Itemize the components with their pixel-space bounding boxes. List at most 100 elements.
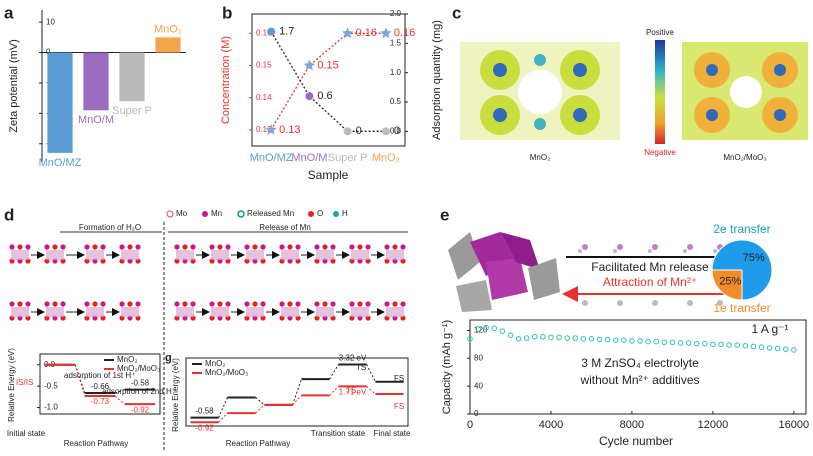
- point: [381, 127, 390, 136]
- point: [693, 340, 700, 347]
- image-label: MnO₂: [530, 153, 550, 162]
- connector: [292, 378, 302, 406]
- data-label: 0: [356, 125, 362, 137]
- atom: [84, 244, 90, 250]
- color-bar: [655, 40, 665, 144]
- x-tick-label: 12000: [698, 419, 729, 431]
- octahedron: [386, 307, 404, 317]
- data-label: 0: [394, 125, 400, 137]
- plot-frame: [39, 353, 161, 415]
- data-label: 0.16: [394, 27, 415, 39]
- x-axis-title: Reaction Pathway: [226, 439, 290, 448]
- point: [774, 345, 781, 352]
- atom: [52, 244, 58, 250]
- octahedron: [46, 250, 64, 260]
- octahedron: [121, 250, 139, 260]
- point: [303, 59, 316, 71]
- octahedron: [176, 307, 194, 317]
- y-axis-title: Zeta potential (mV): [8, 39, 20, 133]
- category-label: 2e transfer: [713, 222, 770, 236]
- stage-label: Formation of H₂O: [79, 223, 141, 232]
- annotation: FS: [394, 402, 404, 411]
- point: [629, 338, 635, 344]
- category-label: Super P: [112, 105, 152, 117]
- octahedron: [386, 250, 404, 260]
- legend-label: MnO₂: [205, 359, 225, 368]
- octahedron: [121, 307, 139, 317]
- atom: [225, 244, 231, 250]
- octahedron: [351, 307, 369, 317]
- y-tick-label: 120: [474, 326, 488, 335]
- atom: [400, 244, 406, 250]
- panel-letter: d: [4, 205, 14, 224]
- data-label: -0.66: [91, 382, 110, 391]
- data-label: 0.15: [317, 59, 338, 71]
- octahedron: [316, 307, 334, 317]
- octahedron: [211, 307, 229, 317]
- pie-slice: [711, 269, 743, 301]
- molecule: [617, 300, 623, 306]
- molecule: [687, 300, 693, 306]
- point: [621, 337, 627, 343]
- connector: [114, 395, 126, 405]
- atom: [287, 244, 293, 250]
- molecule: [717, 300, 723, 306]
- octahedron: [351, 250, 369, 260]
- point: [677, 340, 684, 346]
- octahedron: [46, 307, 64, 317]
- octahedron: [211, 250, 229, 260]
- y-tick-label: 1.0: [390, 68, 402, 77]
- atom: [384, 244, 390, 250]
- y-tick-label: -1.0: [44, 403, 58, 412]
- atom: [174, 301, 180, 307]
- atom: [9, 244, 15, 250]
- y-tick-label: 40: [474, 381, 483, 390]
- atom: [392, 244, 398, 250]
- atom: [100, 301, 106, 307]
- series-line: [270, 31, 386, 132]
- molecule: [617, 244, 623, 250]
- note: 3 M ZnSO₄ electrolyte: [581, 356, 699, 370]
- atom: [322, 301, 328, 307]
- y-tick-label: 0: [474, 409, 479, 418]
- panel-letter: g: [165, 352, 172, 364]
- point: [491, 325, 498, 332]
- atom: [190, 244, 196, 250]
- point: [515, 336, 522, 342]
- connector: [74, 364, 86, 397]
- point: [726, 342, 732, 348]
- stage-label: Release of Mn: [259, 223, 311, 232]
- atom: [217, 301, 223, 307]
- point: [782, 346, 789, 353]
- atom: [392, 301, 398, 307]
- x-axis-title: Reaction Pathway: [64, 439, 128, 448]
- point: [701, 340, 708, 347]
- octahedron: [11, 250, 29, 260]
- octahedron: [316, 250, 334, 260]
- legend-label: Released Mn: [247, 209, 294, 218]
- legend-label: MnO₂/MoO₃: [205, 368, 248, 377]
- plot-frame: [469, 319, 807, 415]
- point: [645, 338, 651, 345]
- atom: [127, 244, 133, 250]
- data-label: -0.92: [131, 405, 150, 414]
- point: [661, 339, 668, 346]
- point: [305, 92, 314, 101]
- point: [766, 345, 773, 351]
- color-bar-label: Negative: [644, 148, 676, 157]
- atom: [44, 244, 50, 250]
- point: [531, 333, 538, 340]
- point: [540, 333, 546, 340]
- atom: [135, 301, 141, 307]
- panel-letter: c: [452, 3, 461, 22]
- point: [564, 335, 570, 341]
- molecule: [683, 249, 687, 253]
- point: [483, 324, 489, 331]
- connector: [218, 397, 228, 418]
- y-tick-label: 2.0: [390, 9, 402, 18]
- point: [791, 347, 797, 353]
- y-axis-title: Relative Energy (eV): [7, 348, 16, 422]
- point: [467, 336, 473, 342]
- atom: [60, 301, 66, 307]
